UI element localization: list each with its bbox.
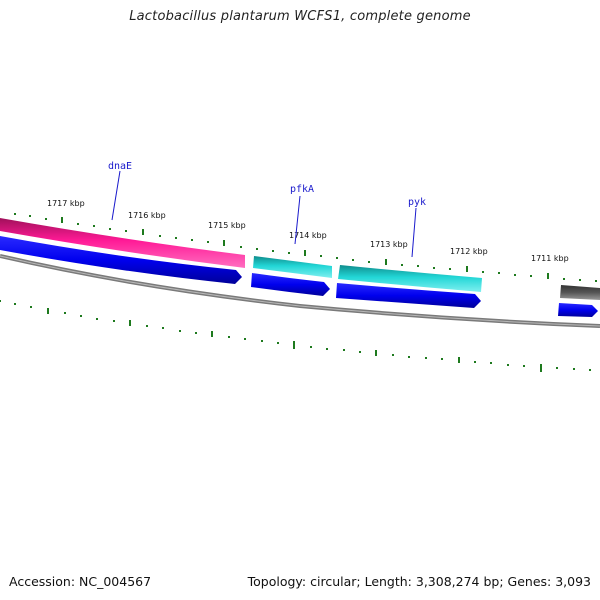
gene-arrow[interactable] [336,283,481,308]
kbp-label: 1712 kbp [450,247,488,256]
gene-pfkA[interactable] [253,256,332,278]
gene-pyk[interactable] [338,265,482,292]
gene-label-dnaE[interactable]: dnaE [108,161,132,172]
gene-label-pfkA[interactable]: pfkA [290,184,314,195]
kbp-label: 1711 kbp [531,254,569,263]
genome-summary-text: Topology: circular; Length: 3,308,274 bp… [247,574,591,589]
gene-arrow[interactable] [251,273,330,296]
kbp-label: 1717 kbp [47,199,85,208]
kbp-label: 1713 kbp [370,240,408,249]
gene-callouts: dnaE pfkA pyk [108,161,426,258]
gene-dnaE[interactable] [0,218,245,268]
gene-label-pyk[interactable]: pyk [408,197,426,208]
kbp-label: 1715 kbp [208,221,246,230]
kbp-label: 1716 kbp [128,211,166,220]
gene-gray[interactable] [560,285,600,300]
reverse-gene-track [0,236,598,317]
forward-gene-track [0,218,600,300]
gene-arrow[interactable] [558,303,598,317]
accession-text: Accession: NC_004567 [9,574,152,589]
kbp-label: 1714 kbp [289,231,327,240]
gene-arrow[interactable] [0,236,242,284]
map-title: Lactobacillus plantarum WCFS1, complete … [129,9,471,24]
kbp-scale-labels: 1717 kbp 1716 kbp 1715 kbp 1714 kbp 1713… [47,199,569,263]
upper-tick-track [14,213,597,282]
lower-tick-track [0,300,591,372]
